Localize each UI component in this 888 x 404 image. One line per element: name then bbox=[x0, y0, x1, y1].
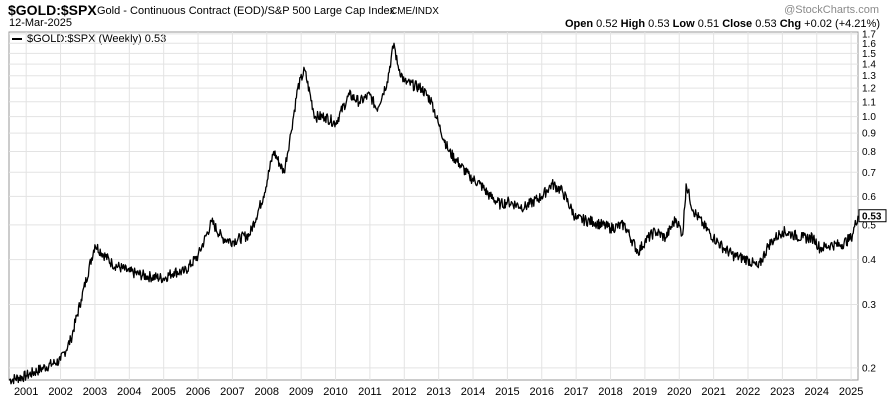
y-tick-label: 0.4 bbox=[862, 255, 876, 266]
high-label: High bbox=[620, 18, 646, 30]
chart-description: Gold - Continuous Contract (EOD)/S&P 500… bbox=[97, 5, 396, 17]
y-tick-label: 1.0 bbox=[862, 112, 876, 123]
x-tick-label: 2010 bbox=[323, 386, 347, 398]
open-value: 0.52 bbox=[596, 18, 618, 30]
legend-label: $GOLD:$SPX (Weekly) 0.53 bbox=[27, 33, 167, 45]
y-tick-label: 0.5 bbox=[862, 220, 876, 231]
x-tick-label: 2024 bbox=[805, 386, 829, 398]
x-tick-label: 2022 bbox=[736, 386, 760, 398]
x-tick-label: 2013 bbox=[426, 386, 450, 398]
y-tick-label: 0.3 bbox=[862, 300, 876, 311]
x-tick-label: 2019 bbox=[633, 386, 657, 398]
y-tick-label: 0.9 bbox=[862, 129, 876, 140]
y-tick-label: 1.6 bbox=[862, 39, 876, 50]
chart-date: 12-Mar-2025 bbox=[9, 17, 72, 29]
x-tick-label: 2011 bbox=[358, 386, 382, 398]
x-tick-label: 2005 bbox=[151, 386, 175, 398]
series-line-gold-spx bbox=[8, 42, 859, 385]
chg-label: Chg bbox=[779, 18, 802, 30]
x-tick-label: 2014 bbox=[461, 386, 485, 398]
y-tick-label: 1.3 bbox=[862, 71, 876, 82]
y-tick-label: 1.5 bbox=[862, 49, 876, 60]
x-tick-label: 2002 bbox=[48, 386, 72, 398]
x-tick-label: 2003 bbox=[83, 386, 107, 398]
x-tick-label: 2016 bbox=[530, 386, 554, 398]
x-tick-label: 2025 bbox=[839, 386, 863, 398]
stockcharts-watermark: @StockCharts.com bbox=[784, 4, 879, 16]
exchange-label: CME/INDX bbox=[390, 6, 439, 17]
y-tick-label: 1.2 bbox=[862, 84, 876, 95]
chg-value: +0.02 (+4.21%) bbox=[804, 18, 880, 30]
low-value: 0.51 bbox=[697, 18, 720, 30]
legend: $GOLD:$SPX (Weekly) 0.53 bbox=[12, 33, 166, 45]
x-tick-label: 2023 bbox=[770, 386, 794, 398]
x-tick-label: 2006 bbox=[186, 386, 210, 398]
y-tick-label: 1.1 bbox=[862, 97, 876, 108]
chart-symbol: $GOLD:$SPX bbox=[8, 2, 97, 18]
x-tick-label: 2021 bbox=[701, 386, 725, 398]
y-tick-label: 1.4 bbox=[862, 60, 876, 71]
x-tick-label: 2012 bbox=[392, 386, 416, 398]
open-label: Open bbox=[564, 18, 594, 30]
x-tick-label: 2015 bbox=[495, 386, 519, 398]
y-tick-label: 0.7 bbox=[862, 168, 876, 179]
y-tick-label: 0.2 bbox=[862, 363, 876, 374]
x-tick-label: 2018 bbox=[598, 386, 622, 398]
last-value-label: 0.53 bbox=[862, 212, 882, 223]
x-tick-label: 2020 bbox=[667, 386, 691, 398]
close-value: 0.53 bbox=[755, 18, 777, 30]
legend-line-swatch bbox=[12, 38, 22, 40]
x-tick-label: 2017 bbox=[564, 386, 588, 398]
y-tick-label: 0.6 bbox=[862, 192, 876, 203]
x-tick-label: 2007 bbox=[220, 386, 244, 398]
high-value: 0.53 bbox=[648, 18, 670, 30]
x-tick-label: 2004 bbox=[117, 386, 141, 398]
y-tick-label: 1.7 bbox=[862, 29, 876, 40]
x-tick-label: 2001 bbox=[14, 386, 38, 398]
ohlc-readout: Open 0.52 High 0.53 Low 0.51 Close 0.53 … bbox=[565, 18, 880, 30]
close-label: Close bbox=[722, 18, 753, 30]
low-label: Low bbox=[672, 18, 695, 30]
last-value-box bbox=[858, 209, 887, 223]
x-tick-label: 2009 bbox=[289, 386, 313, 398]
plot-frame bbox=[8, 31, 859, 381]
y-tick-label: 0.8 bbox=[862, 147, 876, 158]
x-tick-label: 2008 bbox=[255, 386, 279, 398]
